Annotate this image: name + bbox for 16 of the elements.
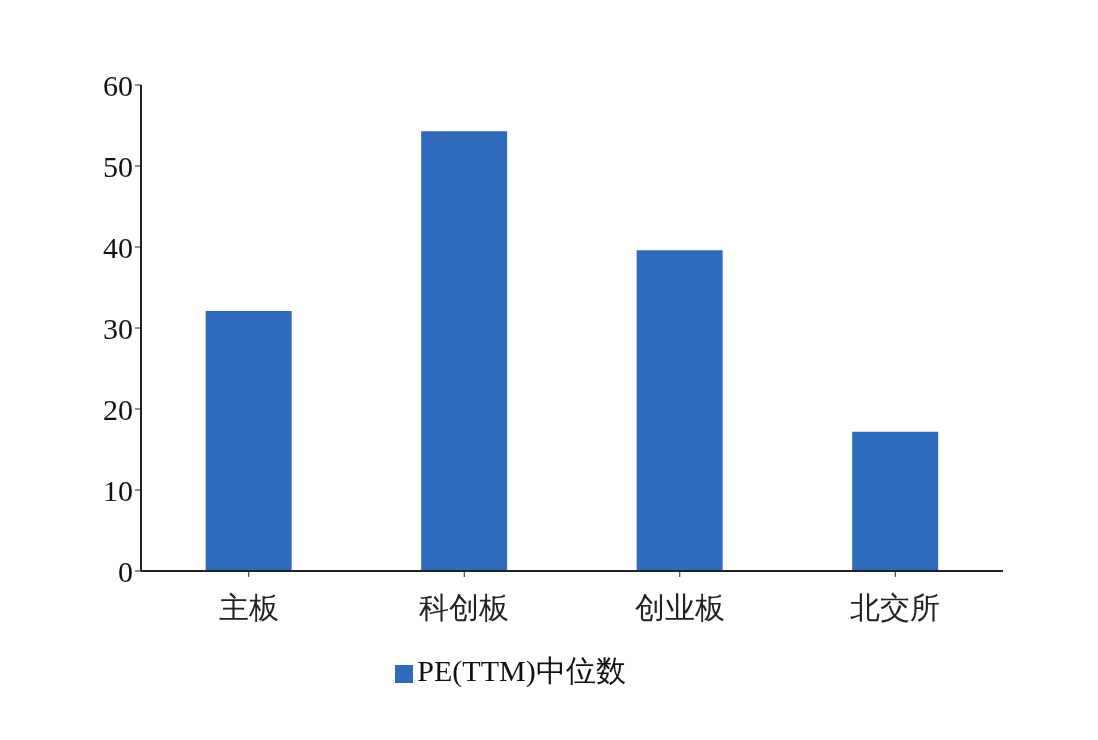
- bar: [636, 250, 723, 571]
- y-tick-label: 0: [118, 554, 133, 588]
- x-tick-label: 北交所: [850, 591, 941, 625]
- x-tick-label: 科创板: [419, 591, 510, 625]
- x-tick-label: 主板: [218, 591, 279, 625]
- y-tick-label: 10: [103, 473, 133, 507]
- x-tick-label: 创业板: [634, 591, 725, 625]
- y-tick-label: 30: [103, 311, 133, 345]
- legend-label: PE(TTM)中位数: [417, 654, 626, 687]
- y-tick-label: 50: [103, 149, 133, 183]
- y-tick-label: 60: [103, 68, 133, 102]
- bar: [421, 131, 508, 571]
- bar: [852, 431, 939, 571]
- y-tick-label: 20: [103, 392, 133, 426]
- bar: [205, 310, 292, 571]
- y-tick-label: 40: [103, 230, 133, 264]
